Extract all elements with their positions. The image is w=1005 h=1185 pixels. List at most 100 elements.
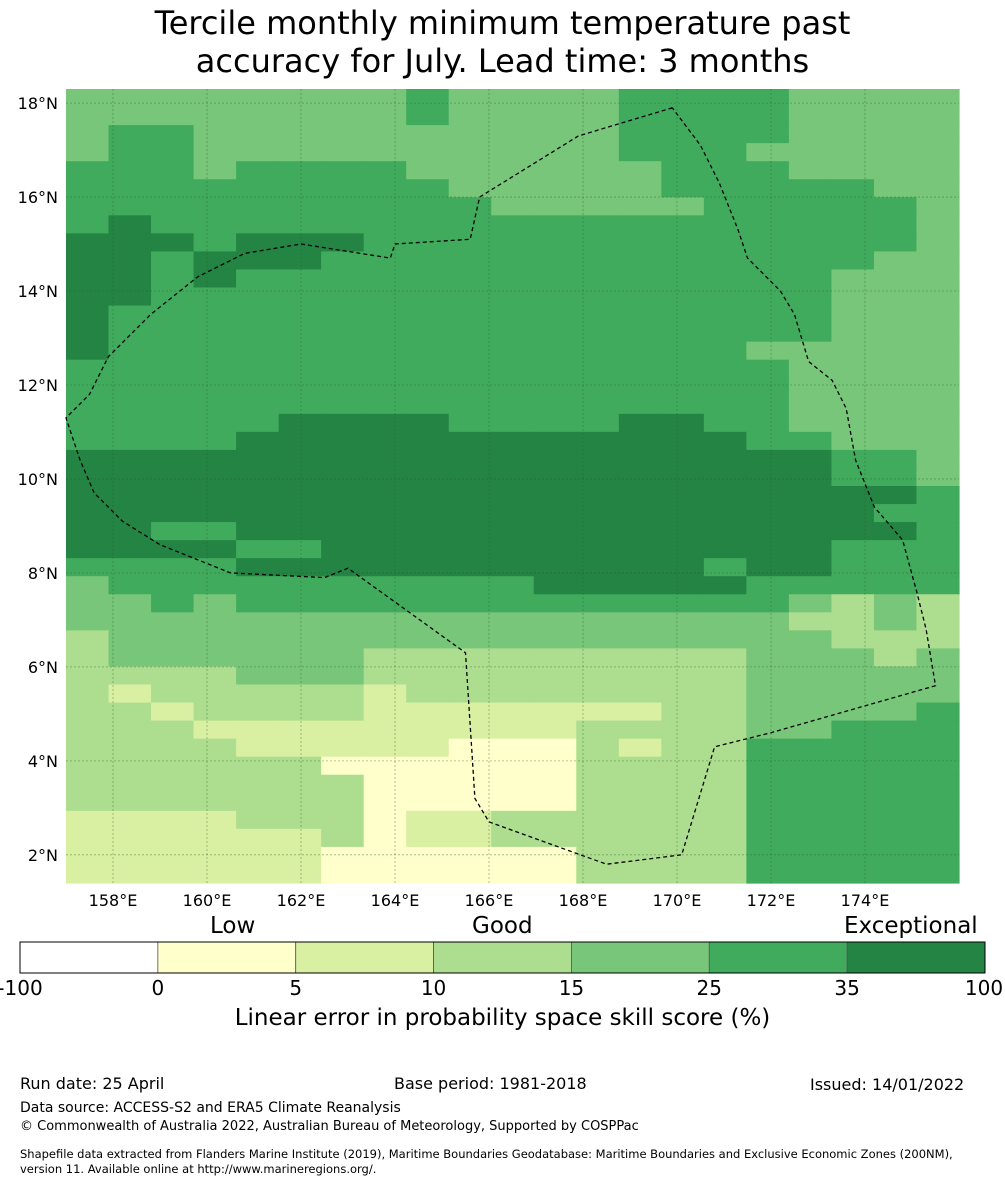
grid-cell — [448, 377, 492, 397]
grid-cell — [236, 431, 280, 451]
grid-cell — [703, 413, 747, 433]
skill-map: 18°N 16°N 14°N 12°N 10°N 8°N 6°N 4°N 2°N 158°E 16… — [18, 89, 960, 910]
grid-cell — [916, 197, 960, 216]
grid-cell — [618, 756, 662, 776]
grid-cell — [491, 251, 535, 271]
grid-cell — [533, 251, 577, 271]
grid-cell — [236, 305, 280, 325]
grid-cell — [576, 467, 620, 487]
grid-cell — [108, 179, 152, 198]
grid-cell — [151, 467, 195, 487]
grid-cell — [576, 558, 620, 577]
grid-cell — [108, 864, 152, 884]
grid-cell — [703, 431, 747, 451]
grid-cell — [448, 431, 492, 451]
grid-cell — [193, 864, 237, 884]
grid-cell — [193, 467, 237, 487]
grid-cell — [873, 630, 918, 650]
grid-cell — [661, 486, 705, 505]
colorbar-categories: Low Good Exceptional — [0, 913, 1005, 943]
grid-cell — [278, 197, 322, 216]
colorbar-tick-label: 5 — [289, 976, 303, 1000]
lat-tick-label: 6°N — [28, 658, 58, 677]
grid-cell — [363, 864, 407, 884]
grid-cell — [746, 738, 790, 758]
grid-cell — [788, 702, 833, 722]
grid-cell — [533, 233, 577, 253]
grid-cell — [108, 197, 152, 216]
grid-cell — [831, 143, 875, 162]
grid-cell — [151, 738, 195, 758]
grid-cell — [661, 702, 705, 722]
grid-cell — [576, 395, 620, 415]
grid-cell — [108, 846, 152, 866]
grid-cell — [491, 540, 535, 559]
grid-cell — [236, 143, 280, 162]
grid-cell — [576, 774, 620, 794]
grid-cell — [406, 792, 450, 812]
grid-cell — [576, 594, 620, 613]
grid-cell — [321, 792, 365, 812]
grid-cell — [916, 846, 960, 866]
grid-cell — [746, 828, 790, 848]
grid-cell — [108, 540, 152, 559]
title-line-2: accuracy for July. Lead time: 3 months — [195, 42, 810, 80]
grid-cell — [236, 666, 280, 686]
grid-cell — [108, 143, 152, 162]
grid-cell — [831, 756, 875, 776]
grid-cell — [278, 828, 322, 848]
grid-cell — [108, 810, 152, 830]
grid-cell — [916, 305, 960, 325]
grid-cell — [321, 774, 365, 794]
grid-cell — [448, 648, 492, 668]
grid-cell — [576, 125, 620, 144]
grid-cell — [746, 305, 790, 325]
grid-cell — [533, 792, 577, 812]
grid-cell — [108, 828, 152, 848]
grid-cell — [916, 630, 960, 650]
grid-cell — [363, 630, 407, 650]
grid-cell — [831, 684, 875, 704]
grid-cell — [788, 305, 833, 325]
grid-cell — [151, 684, 195, 704]
grid-cell — [831, 864, 875, 884]
grid-cell — [618, 576, 662, 595]
grid-cell — [363, 395, 407, 415]
grid-cell — [703, 197, 747, 216]
grid-cell — [746, 323, 790, 343]
grid-cell — [236, 594, 280, 613]
grid-cell — [618, 522, 662, 541]
grid-cell — [831, 828, 875, 848]
grid-cell — [406, 323, 450, 343]
grid-cell — [618, 215, 662, 234]
grid-cell — [363, 522, 407, 541]
grid-cell — [321, 756, 365, 776]
grid-cell — [278, 864, 322, 884]
grid-cell — [873, 684, 918, 704]
grid-cell — [193, 612, 237, 631]
grid-cell — [278, 305, 322, 325]
grid-cell — [151, 558, 195, 577]
grid-cell — [618, 359, 662, 379]
grid-cell — [916, 233, 960, 253]
grid-cell — [151, 107, 195, 126]
grid-cell — [448, 215, 492, 234]
grid-cell — [406, 666, 450, 686]
grid-cell — [788, 161, 833, 180]
grid-cell — [661, 864, 705, 884]
grid-cell — [746, 702, 790, 722]
grid-cell — [321, 720, 365, 740]
grid-cell — [533, 431, 577, 451]
grid-cell — [618, 684, 662, 704]
grid-cell — [788, 738, 833, 758]
grid-cell — [278, 359, 322, 379]
grid-cell — [831, 269, 875, 289]
grid-cell — [788, 467, 833, 487]
grid-cell — [746, 413, 790, 433]
grid-cell — [491, 666, 535, 686]
grid-cell — [193, 107, 237, 126]
grid-cell — [321, 810, 365, 830]
grid-cell — [916, 125, 960, 144]
grid-cell — [661, 125, 705, 144]
grid-cell — [66, 251, 110, 271]
